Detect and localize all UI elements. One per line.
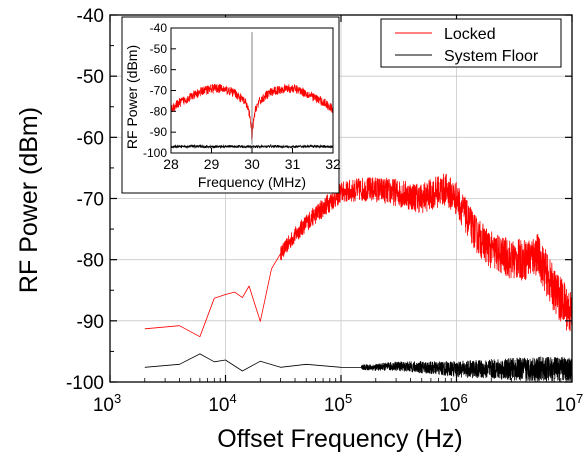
- main-x-tick-labels: 103 104 105 106 107: [93, 391, 583, 416]
- legend-box: [380, 18, 562, 68]
- inset-ticks: [170, 27, 334, 154]
- inset-x-tick-label: 31: [285, 156, 301, 172]
- x-tick-label: 103: [93, 391, 121, 416]
- y-tick-label: -100: [66, 373, 104, 394]
- inset-x-tick-label: 28: [163, 156, 179, 172]
- inset-box: [121, 16, 340, 194]
- y-tick-label: -80: [77, 251, 104, 272]
- inset-x-tick-labels: 28 29 30 31 32: [163, 156, 341, 172]
- inset-y-tick-label: -100: [143, 146, 167, 160]
- main-y-tick-labels: -100 -90 -80 -70 -60 -50 -40: [66, 6, 104, 394]
- inset-y-tick-label: -70: [150, 84, 168, 98]
- inset-y-tick-label: -80: [150, 104, 168, 118]
- legend-label-system-floor: System Floor: [444, 48, 539, 65]
- inset-series-line-system-floor: [170, 143, 334, 150]
- series-line-locked: [144, 173, 573, 338]
- y-axis-label: RF Power (dBm): [15, 107, 43, 293]
- x-tick-label: 105: [324, 391, 352, 416]
- inset-x-tick-label: 30: [244, 156, 260, 172]
- x-tick-label: 106: [439, 391, 467, 416]
- inset-series-layer: [170, 32, 334, 150]
- legend-label-locked: Locked: [444, 26, 496, 43]
- inset-x-axis-label: Frequency (MHz): [198, 174, 306, 190]
- x-tick-label: 107: [555, 391, 583, 416]
- inset-y-tick-label: -50: [150, 42, 168, 56]
- inset-y-axis-label: RF Power (dBm): [124, 45, 140, 149]
- y-tick-label: -50: [77, 67, 104, 88]
- y-tick-label: -90: [77, 312, 104, 333]
- legend: Locked System Floor: [380, 18, 562, 68]
- main-ticks: [109, 14, 573, 383]
- inset-y-tick-label: -90: [150, 125, 168, 139]
- inset-chart: -100 -90 -80 -70 -60 -50 -40 28 29 30 31 32 Freque…: [121, 16, 341, 194]
- inset-y-tick-labels: -100 -90 -80 -70 -60 -50 -40: [143, 21, 167, 160]
- main-series-layer: [144, 173, 573, 382]
- y-tick-label: -60: [77, 128, 104, 149]
- x-axis-label: Offset Frequency (Hz): [217, 425, 462, 453]
- inset-x-tick-label: 32: [325, 156, 341, 172]
- inset-y-tick-label: -40: [150, 21, 168, 35]
- inset-y-tick-label: -60: [150, 63, 168, 77]
- x-tick-label: 104: [208, 391, 236, 416]
- y-tick-label: -70: [77, 190, 104, 211]
- inset-x-tick-label: 29: [204, 156, 220, 172]
- y-tick-label: -40: [77, 6, 104, 27]
- series-line-system-floor: [144, 353, 573, 382]
